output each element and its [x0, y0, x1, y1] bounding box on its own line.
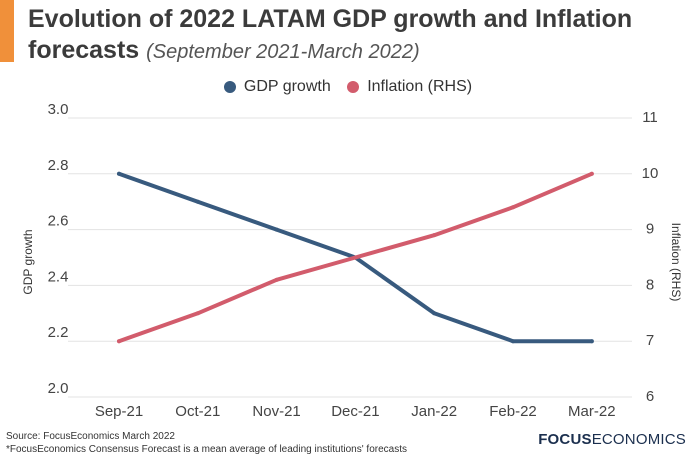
- data-point-inflation: [195, 311, 200, 316]
- y-tick-right: 10: [642, 165, 659, 182]
- data-point-inflation: [589, 171, 594, 176]
- x-tick-label: Feb-22: [489, 403, 537, 420]
- source-note: Source: FocusEconomics March 2022: [6, 431, 175, 442]
- x-tick-label: Dec-21: [331, 403, 379, 420]
- y-tick-right: 11: [642, 109, 658, 126]
- x-tick-label: Mar-22: [568, 403, 616, 420]
- y-tick-left: 2.0: [48, 380, 69, 397]
- data-point-gdp-growth: [511, 339, 515, 344]
- y-tick-left: 2.6: [48, 213, 69, 230]
- footnote: *FocusEconomics Consensus Forecast is a …: [6, 444, 407, 455]
- y-tick-left: 2.8: [48, 157, 69, 174]
- legend-marker-inflation: [347, 81, 360, 93]
- x-tick-label: Sep-21: [95, 403, 143, 420]
- legend-label-inflation: Inflation (RHS): [367, 78, 473, 95]
- data-point-gdp-growth: [117, 171, 121, 176]
- y-tick-left: 3.0: [48, 101, 69, 118]
- legend-item-inflation: Inflation (RHS): [347, 78, 472, 96]
- x-tick-label: Jan-22: [411, 403, 457, 420]
- focuseconomics-logo: FOCUSECONOMICS: [538, 431, 686, 448]
- legend-marker-gdp: [223, 81, 236, 93]
- legend-item-gdp: GDP growth: [223, 78, 331, 96]
- data-point-gdp-growth: [432, 311, 437, 316]
- data-point-inflation: [117, 339, 121, 344]
- chart-subtitle: (September 2021-March 2022): [146, 41, 420, 63]
- chart-title: Evolution of 2022 LATAM GDP growth and I…: [28, 5, 633, 64]
- data-point-inflation: [274, 277, 279, 282]
- data-point-inflation: [353, 255, 358, 260]
- x-tick-label: Nov-21: [252, 403, 300, 420]
- accent-bar: [0, 0, 14, 62]
- data-point-inflation: [511, 205, 515, 210]
- y-tick-left: 2.2: [48, 324, 69, 341]
- y-tick-right: 9: [646, 221, 654, 238]
- y-tick-right: 6: [646, 388, 654, 405]
- data-point-inflation: [432, 233, 437, 238]
- x-tick-label: Oct-21: [175, 403, 220, 420]
- data-point-gdp-growth: [274, 227, 279, 232]
- y-tick-right: 7: [646, 332, 654, 349]
- legend-label-gdp: GDP growth: [243, 78, 331, 95]
- legend: GDP growth Inflation (RHS): [0, 78, 696, 98]
- data-point-gdp-growth: [195, 199, 200, 204]
- data-point-gdp-growth: [589, 339, 594, 344]
- y-tick-right: 8: [646, 276, 654, 293]
- y-tick-left: 2.4: [48, 268, 69, 285]
